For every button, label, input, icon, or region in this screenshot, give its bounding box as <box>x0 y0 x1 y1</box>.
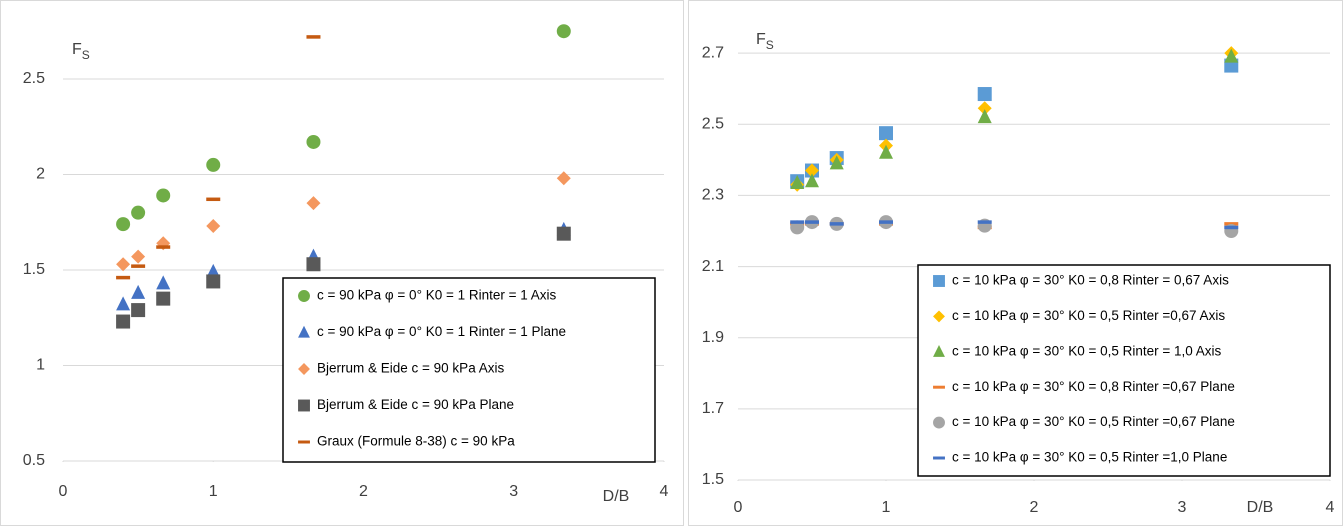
legend-marker <box>298 290 310 302</box>
data-point <box>977 109 992 124</box>
data-point <box>306 257 321 272</box>
y-axis-label: FS <box>756 31 774 52</box>
y-axis-label-sub: S <box>766 38 774 52</box>
data-point <box>1224 222 1239 226</box>
x-axis-label: D/B <box>603 488 630 505</box>
data-point <box>829 222 844 226</box>
y-tick-label: 1.5 <box>702 471 724 488</box>
data-point <box>977 220 992 224</box>
data-point <box>805 163 819 178</box>
legend-label: c = 10 kPa φ = 30° K0 = 0,8 Rinter = 0,6… <box>952 273 1229 288</box>
legend-label: c = 10 kPa φ = 30° K0 = 0,5 Rinter =0,67… <box>952 308 1225 323</box>
data-point <box>116 314 131 329</box>
x-tick-label: 1 <box>882 499 891 516</box>
x-tick-label: 2 <box>359 483 368 500</box>
legend-marker <box>298 325 310 338</box>
x-tick-label: 1 <box>209 483 218 500</box>
legend-marker <box>933 456 945 460</box>
legend-marker <box>933 275 945 287</box>
data-point <box>556 24 571 39</box>
data-point <box>306 196 321 211</box>
y-tick-label: 2.7 <box>702 44 724 61</box>
x-tick-label: 2 <box>1030 499 1039 516</box>
legend-label: c = 10 kPa φ = 30° K0 = 0,5 Rinter =0,67… <box>952 414 1235 429</box>
data-point <box>805 173 819 188</box>
legend-label: Bjerrum & Eide c = 90 kPa Plane <box>317 397 514 412</box>
data-point <box>116 275 131 280</box>
legend-marker <box>933 345 945 357</box>
x-tick-label: 3 <box>509 483 518 500</box>
data-point <box>556 171 571 186</box>
data-point <box>131 303 146 318</box>
legend-box <box>917 264 1331 477</box>
x-tick-label: 0 <box>59 483 68 500</box>
data-point <box>131 249 146 264</box>
data-point <box>131 284 146 299</box>
y-tick-label: 2.1 <box>702 258 724 275</box>
y-tick-label: 2 <box>36 166 45 183</box>
legend-marker <box>298 363 310 375</box>
data-point <box>131 264 146 268</box>
y-tick-label: 0.5 <box>23 452 45 469</box>
legend-label: c = 90 kPa φ = 0° K0 = 1 Rinter = 1 Plan… <box>317 324 566 339</box>
y-axis-label-sub: S <box>82 48 90 62</box>
legend-marker <box>298 399 310 412</box>
data-point <box>790 220 805 235</box>
data-point <box>116 217 131 232</box>
y-tick-label: 2.3 <box>702 187 724 204</box>
data-point <box>206 157 221 172</box>
legend-label: c = 10 kPa φ = 30° K0 = 0,5 Rinter = 1,0… <box>952 343 1222 358</box>
x-tick-label: 3 <box>1178 499 1187 516</box>
data-point <box>131 205 146 220</box>
data-point <box>790 174 805 189</box>
y-tick-label: 2.5 <box>23 70 45 87</box>
data-point <box>156 245 171 249</box>
data-point <box>156 291 171 306</box>
data-point <box>977 87 992 102</box>
data-point <box>206 263 221 278</box>
data-point <box>977 101 992 116</box>
data-point <box>879 144 893 159</box>
data-point <box>1224 225 1239 230</box>
y-tick-label: 2.5 <box>702 115 724 132</box>
x-axis-label: D/B <box>1247 499 1274 516</box>
y-tick-label: 1.5 <box>23 261 45 278</box>
legend-label: Bjerrum & Eide c = 90 kPa Axis <box>317 361 504 376</box>
legend-marker <box>933 416 945 429</box>
legend-marker <box>933 385 945 389</box>
legend-label: c = 90 kPa φ = 0° K0 = 1 Rinter = 1 Axis <box>317 288 557 303</box>
data-point <box>829 155 844 170</box>
data-point <box>790 220 805 224</box>
legend-label: c = 10 kPa φ = 30° K0 = 0,5 Rinter =1,0 … <box>952 450 1227 465</box>
data-point <box>879 220 893 224</box>
data-point <box>556 226 571 241</box>
x-tick-label: 4 <box>660 483 669 500</box>
y-tick-label: 1.7 <box>702 400 724 417</box>
x-tick-label: 4 <box>1326 499 1335 516</box>
data-point <box>156 275 171 290</box>
legend-label: Graux (Formule 8-38) c = 90 kPa <box>317 434 515 449</box>
data-point <box>1224 48 1239 63</box>
data-point <box>805 220 819 224</box>
y-axis-label-main: F <box>756 31 766 48</box>
data-point <box>116 257 131 272</box>
legend-box <box>282 277 656 463</box>
y-axis-label: FS <box>72 41 90 62</box>
x-tick-label: 0 <box>734 499 743 516</box>
y-tick-label: 1.9 <box>702 329 724 346</box>
data-point <box>206 197 221 202</box>
data-point <box>206 219 221 234</box>
legend-marker <box>298 440 310 444</box>
legend-marker <box>933 310 945 323</box>
data-point <box>116 296 131 311</box>
data-point <box>156 188 171 203</box>
data-point <box>879 126 893 141</box>
data-point <box>306 35 321 39</box>
data-point <box>206 274 221 289</box>
legend-label: c = 10 kPa φ = 30° K0 = 0,8 Rinter =0,67… <box>952 379 1235 394</box>
y-tick-label: 1 <box>36 357 45 374</box>
data-point <box>306 134 321 149</box>
y-axis-label-main: F <box>72 41 82 58</box>
